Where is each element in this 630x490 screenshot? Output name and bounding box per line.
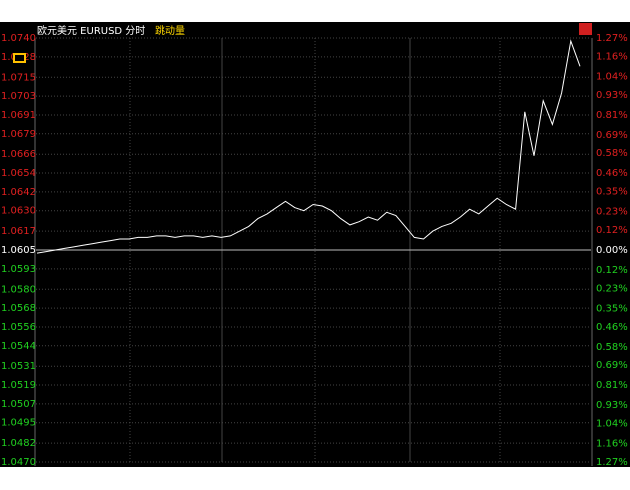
y2-tick-label: 0.35%	[596, 303, 628, 314]
chart-subtitle[interactable]: 跳动量	[155, 24, 185, 37]
y2-tick-label: 0.69%	[596, 130, 628, 141]
indicator-icon[interactable]	[13, 53, 26, 63]
y2-tick-label: 0.12%	[596, 265, 628, 276]
y-tick-label: 1.0740	[1, 33, 36, 44]
y-tick-label: 1.0556	[1, 322, 36, 333]
y2-tick-label: 0.35%	[596, 187, 628, 198]
price-line	[36, 39, 581, 254]
y-tick-label: 1.0531	[1, 361, 36, 372]
y2-tick-label: 0.12%	[596, 225, 628, 236]
y2-tick-label: 0.00%	[596, 245, 628, 256]
y-tick-label: 1.0691	[1, 110, 36, 121]
y-tick-label: 1.0642	[1, 187, 36, 198]
y2-tick-label: 0.58%	[596, 148, 628, 159]
y2-tick-label: 0.58%	[596, 342, 628, 353]
chart-title: 欧元美元 EURUSD 分时	[37, 24, 145, 37]
y2-tick-label: 0.81%	[596, 380, 628, 391]
y2-tick-label: 0.46%	[596, 322, 628, 333]
y-tick-label: 1.0519	[1, 380, 36, 391]
y2-tick-label: 0.23%	[596, 283, 628, 294]
y-tick-label: 1.0630	[1, 206, 36, 217]
y-tick-label: 1.0495	[1, 418, 36, 429]
y2-tick-label: 1.27%	[596, 457, 628, 468]
y2-tick-label: 0.69%	[596, 360, 628, 371]
y2-tick-label: 0.93%	[596, 400, 628, 411]
y-tick-label: 1.0617	[1, 226, 36, 237]
y2-tick-label: 1.04%	[596, 71, 628, 82]
y-tick-label: 1.0715	[1, 72, 36, 83]
y-tick-label: 1.0593	[1, 264, 36, 275]
y2-tick-label: 1.16%	[596, 51, 628, 62]
y2-tick-label: 0.93%	[596, 90, 628, 101]
y2-tick-label: 1.04%	[596, 419, 628, 430]
y-tick-label: 1.0482	[1, 438, 36, 449]
y-tick-label: 1.0666	[1, 149, 36, 160]
y-tick-label: 1.0568	[1, 303, 36, 314]
y2-tick-label: 0.23%	[596, 207, 628, 218]
close-icon[interactable]	[579, 23, 592, 35]
y-tick-label: 1.0703	[1, 91, 36, 102]
background	[0, 22, 630, 467]
y-tick-label: 1.0654	[1, 168, 36, 179]
y2-tick-label: 1.16%	[596, 439, 628, 450]
y2-tick-label: 0.81%	[596, 110, 628, 121]
y-tick-label: 1.0580	[1, 284, 36, 295]
y-tick-label: 1.0679	[1, 129, 36, 140]
y-tick-label: 1.0605	[1, 245, 36, 256]
y2-tick-label: 0.46%	[596, 168, 628, 179]
y2-tick-label: 1.27%	[596, 33, 628, 44]
y-tick-label: 1.0470	[1, 457, 36, 468]
y-tick-label: 1.0544	[1, 341, 36, 352]
y-tick-label: 1.0507	[1, 399, 36, 410]
